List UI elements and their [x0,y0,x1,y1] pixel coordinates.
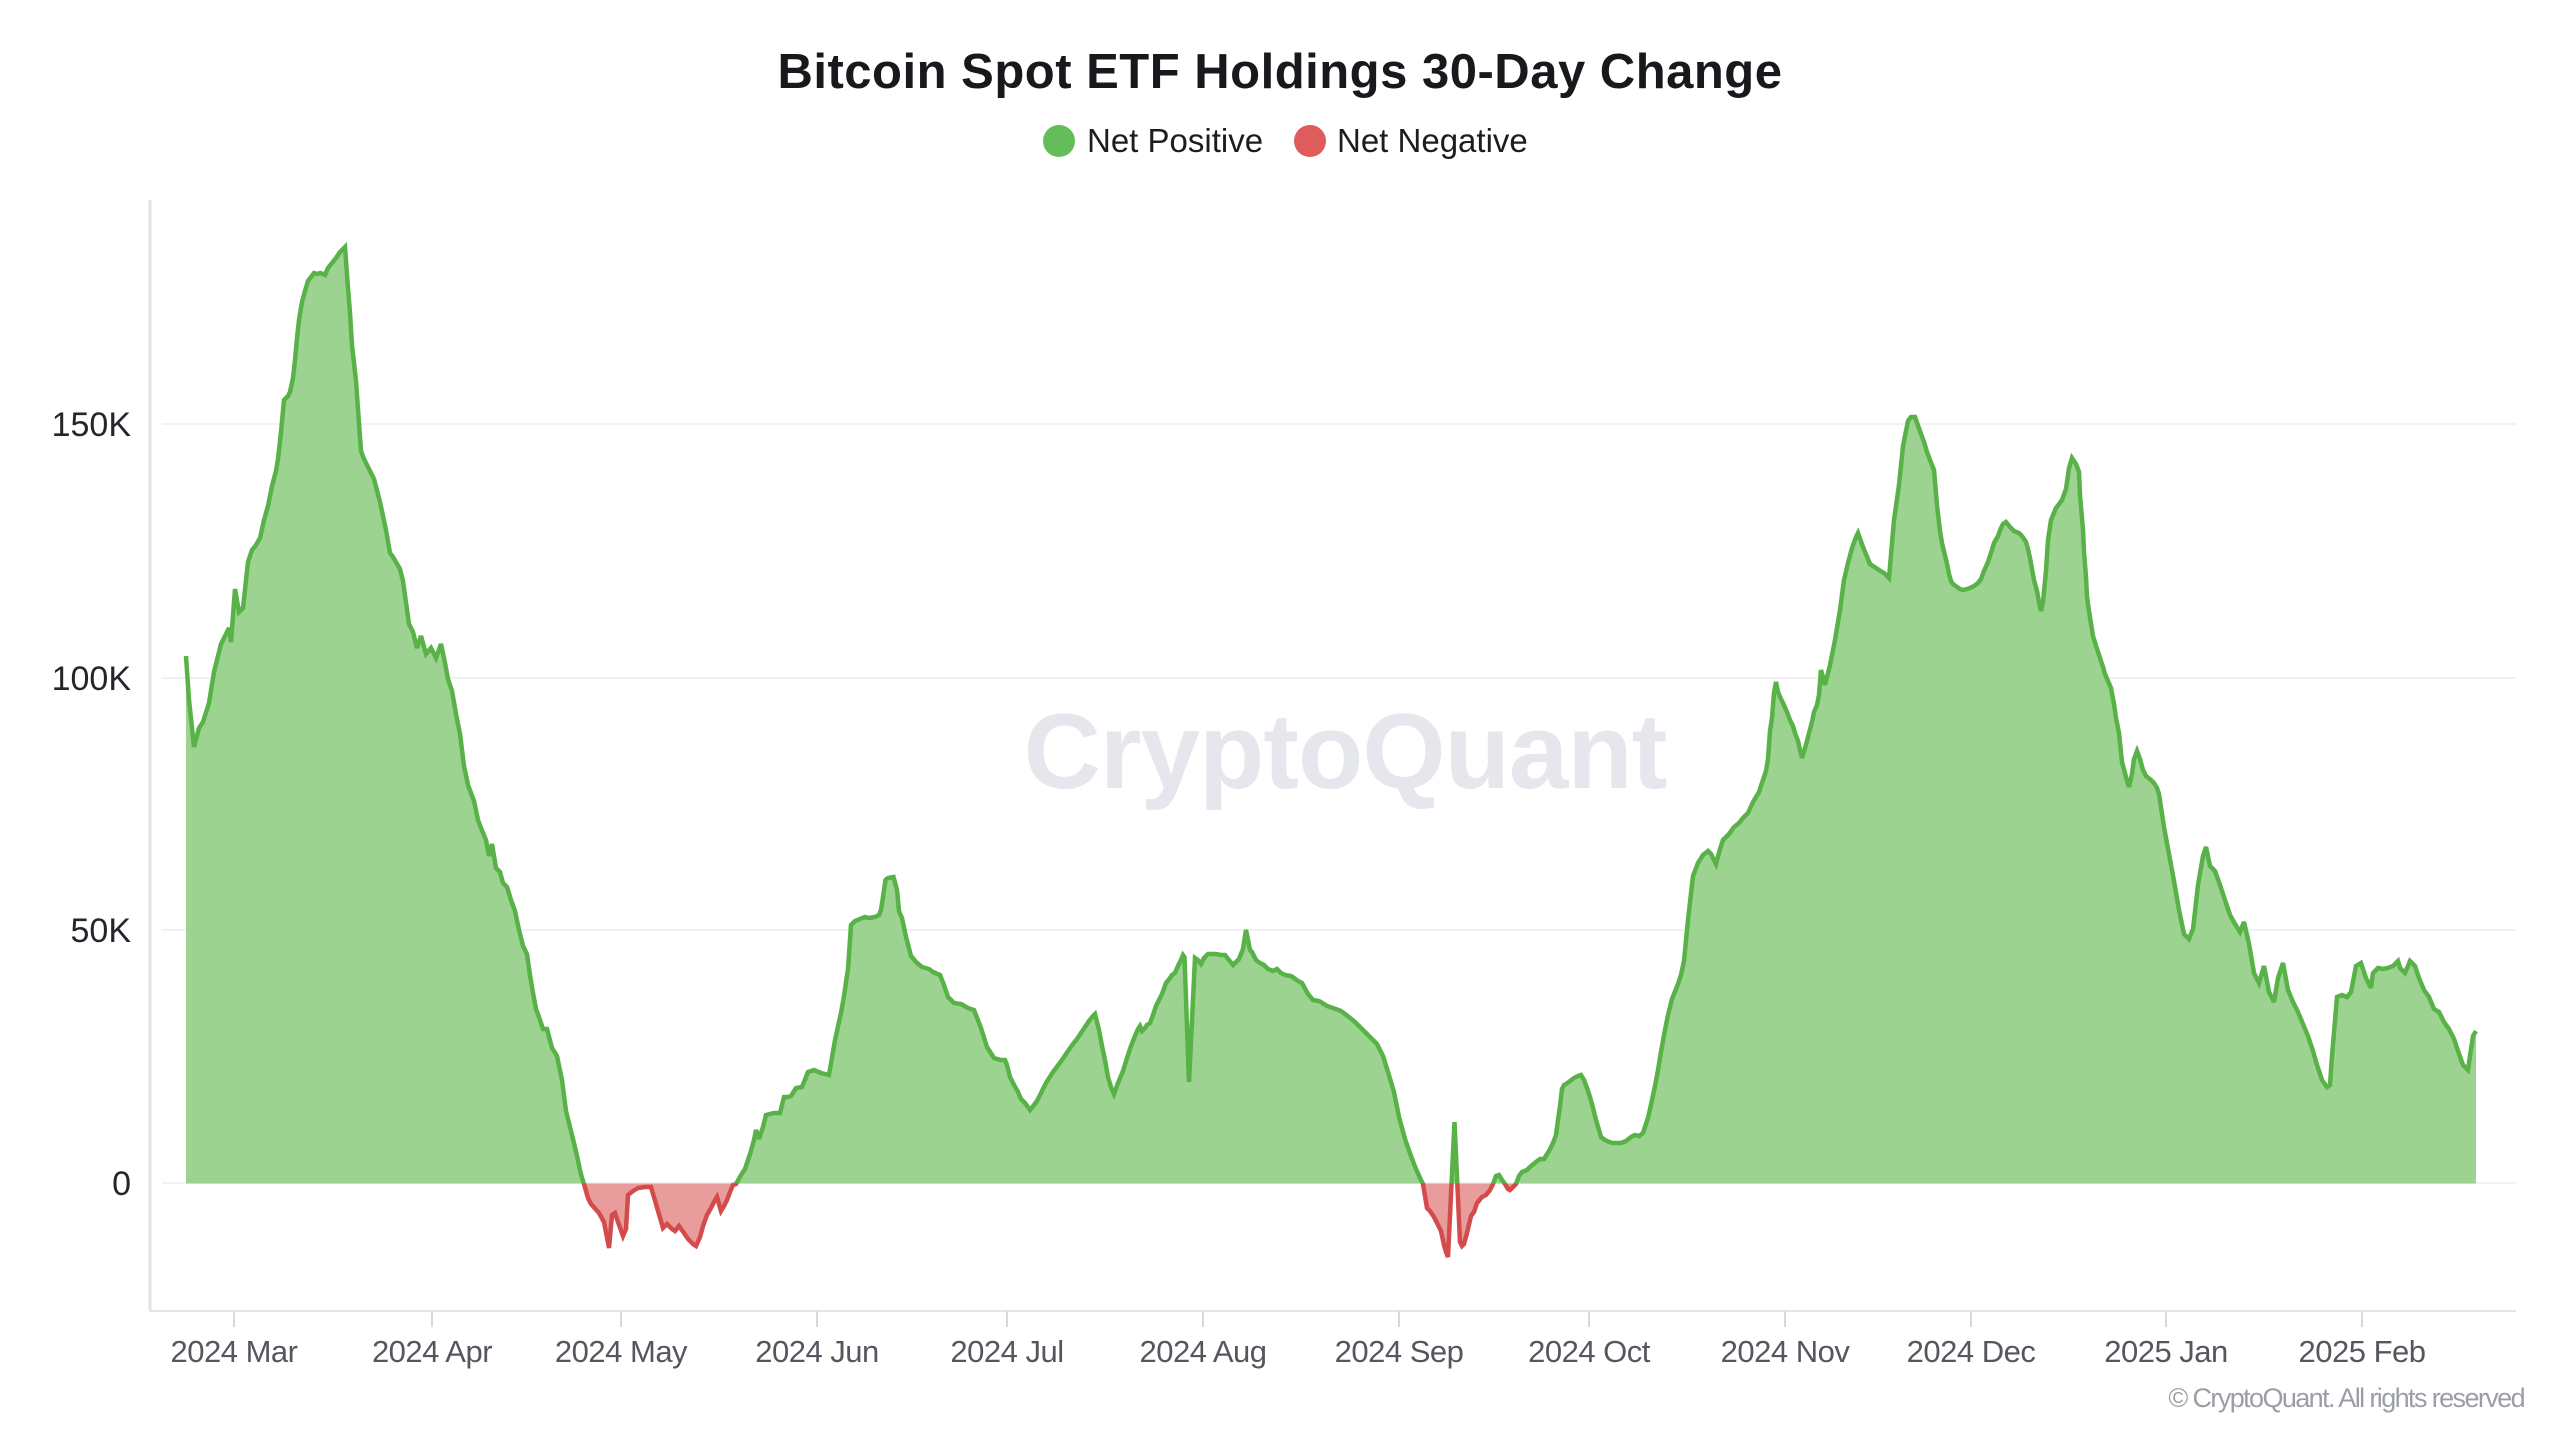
svg-text:Bitcoin Spot ETF Holdings 30-D: Bitcoin Spot ETF Holdings 30-Day Change [777,45,1782,99]
svg-text:2024 Jun: 2024 Jun [755,1334,879,1369]
svg-text:2024 Dec: 2024 Dec [1907,1334,2036,1369]
svg-text:2024 Nov: 2024 Nov [1721,1334,1851,1369]
svg-text:150K: 150K [52,406,132,444]
svg-text:2025 Jan: 2025 Jan [2104,1334,2228,1369]
svg-text:2024 May: 2024 May [555,1334,688,1369]
svg-text:2025 Feb: 2025 Feb [2299,1334,2426,1369]
svg-text:© CryptoQuant. All rights rese: © CryptoQuant. All rights reserved [2168,1383,2524,1413]
svg-text:Net Positive: Net Positive [1087,122,1263,159]
svg-text:2024 Aug: 2024 Aug [1139,1334,1266,1369]
svg-text:0: 0 [112,1165,131,1203]
svg-text:100K: 100K [52,660,132,698]
svg-text:2024 Oct: 2024 Oct [1528,1334,1651,1369]
svg-text:Net Negative: Net Negative [1337,122,1528,159]
svg-text:2024 Mar: 2024 Mar [171,1334,298,1369]
svg-text:50K: 50K [71,912,132,950]
svg-text:2024 Apr: 2024 Apr [372,1334,492,1369]
svg-text:2024 Sep: 2024 Sep [1335,1334,1464,1369]
svg-text:2024 Jul: 2024 Jul [950,1334,1063,1369]
svg-text:CryptoQuant: CryptoQuant [1024,691,1667,811]
